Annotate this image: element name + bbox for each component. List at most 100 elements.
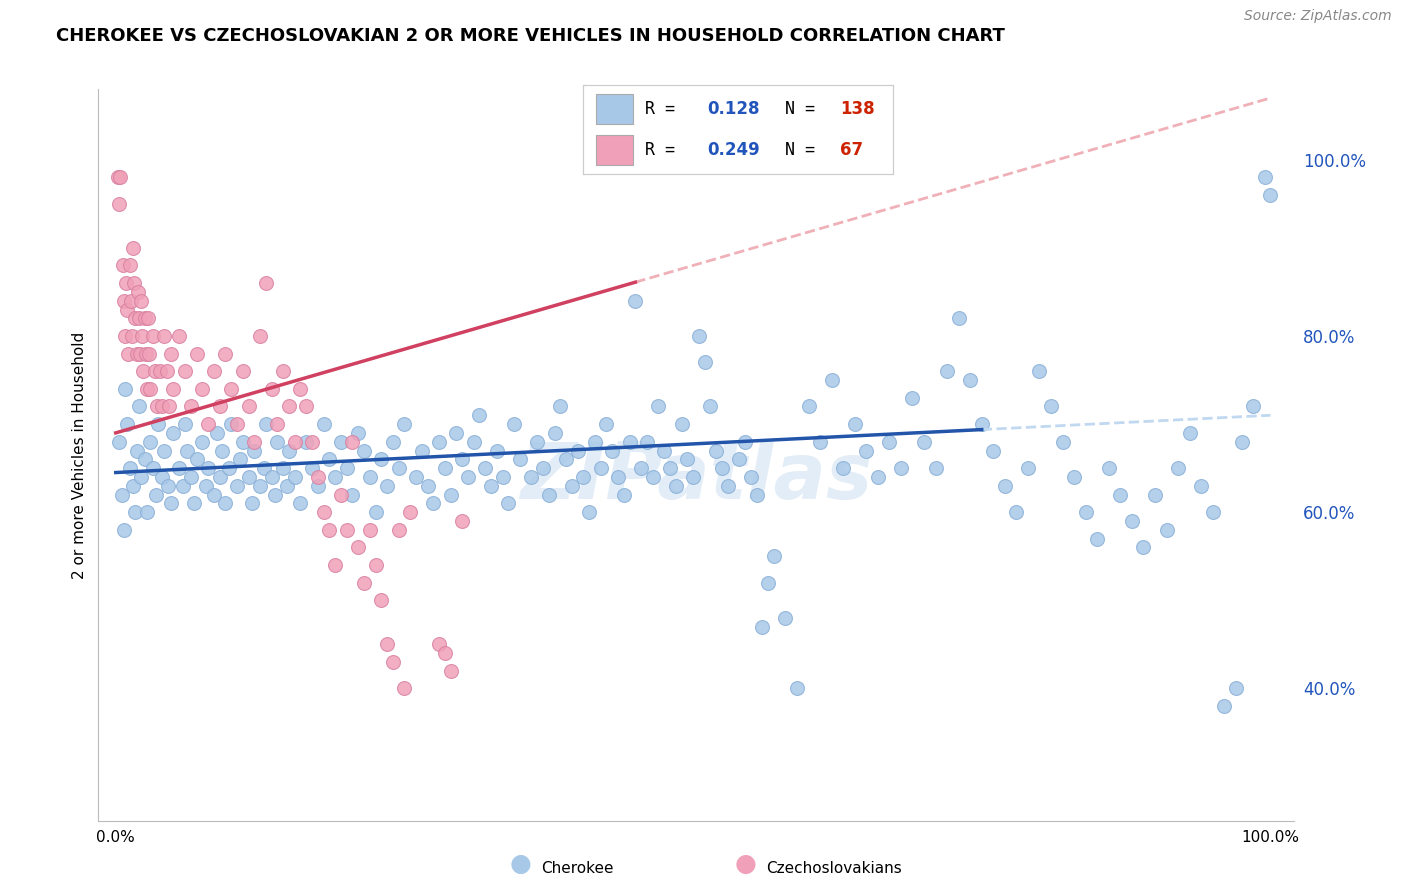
Point [142, 329, 165, 343]
Point [271, 461, 294, 475]
Point [1202, 505, 1225, 519]
Point [485, 443, 508, 458]
Point [1143, 487, 1166, 501]
Point [264, 487, 287, 501]
Point [132, 364, 155, 378]
Text: R =: R = [645, 141, 685, 159]
Point [630, 461, 652, 475]
Point [150, 470, 173, 484]
Point [756, 575, 779, 590]
Text: Cherokee: Cherokee [541, 861, 614, 876]
Point [174, 364, 197, 378]
Point [652, 443, 675, 458]
Point [728, 452, 751, 467]
Point [249, 329, 271, 343]
Point [613, 487, 636, 501]
Point [433, 461, 456, 475]
Point [844, 417, 866, 431]
Point [129, 470, 152, 484]
Point [111, 259, 134, 273]
Y-axis label: 2 or more Vehicles in Household: 2 or more Vehicles in Household [72, 331, 87, 579]
Point [238, 400, 260, 414]
Point [110, 487, 132, 501]
Point [411, 443, 433, 458]
Point [981, 443, 1004, 458]
Point [1028, 364, 1050, 378]
Point [624, 293, 647, 308]
Point [149, 364, 172, 378]
Point [381, 655, 404, 669]
Point [740, 470, 762, 484]
Point [745, 487, 768, 501]
Point [820, 373, 842, 387]
Point [353, 575, 375, 590]
Point [336, 523, 359, 537]
Point [162, 425, 184, 440]
Point [129, 346, 152, 360]
Point [936, 364, 959, 378]
Point [775, 611, 797, 625]
Point [659, 461, 682, 475]
Point [249, 479, 271, 493]
Point [232, 434, 254, 449]
Point [108, 434, 131, 449]
Point [138, 346, 160, 360]
Point [301, 461, 323, 475]
Point [359, 523, 381, 537]
Point [555, 452, 578, 467]
Text: 138: 138 [841, 100, 875, 118]
Point [1225, 681, 1247, 696]
Point [578, 505, 600, 519]
Point [1260, 188, 1282, 202]
Point [405, 470, 427, 484]
Point [439, 487, 461, 501]
Point [457, 470, 479, 484]
Point [124, 505, 146, 519]
Point [641, 470, 664, 484]
Point [214, 496, 236, 510]
Point [252, 461, 274, 475]
Point [115, 276, 138, 290]
Point [699, 400, 721, 414]
Text: ZIPatlas: ZIPatlas [520, 439, 872, 515]
Text: Source: ZipAtlas.com: Source: ZipAtlas.com [1244, 9, 1392, 23]
Point [375, 479, 398, 493]
Point [156, 479, 179, 493]
Point [468, 409, 491, 423]
Point [135, 346, 157, 360]
Point [797, 400, 820, 414]
Point [589, 461, 612, 475]
Point [388, 523, 411, 537]
Point [295, 400, 318, 414]
Point [118, 259, 141, 273]
Point [122, 479, 145, 493]
Point [318, 452, 340, 467]
Point [219, 417, 242, 431]
Point [301, 434, 323, 449]
Point [114, 382, 136, 396]
Point [959, 373, 981, 387]
Point [924, 461, 946, 475]
Point [197, 461, 219, 475]
Point [682, 470, 704, 484]
Point [108, 196, 131, 211]
Point [474, 461, 496, 475]
Point [808, 434, 831, 449]
Point [912, 434, 935, 449]
Point [561, 479, 583, 493]
Point [479, 479, 502, 493]
Text: ●: ● [734, 852, 756, 876]
Point [139, 434, 162, 449]
Point [276, 479, 298, 493]
Text: ●: ● [509, 852, 531, 876]
Point [146, 400, 169, 414]
Point [451, 452, 474, 467]
Point [994, 479, 1017, 493]
Point [290, 382, 312, 396]
Point [342, 487, 364, 501]
Point [318, 523, 340, 537]
Point [353, 443, 375, 458]
Point [463, 434, 485, 449]
Point [232, 364, 254, 378]
Point [1005, 505, 1028, 519]
